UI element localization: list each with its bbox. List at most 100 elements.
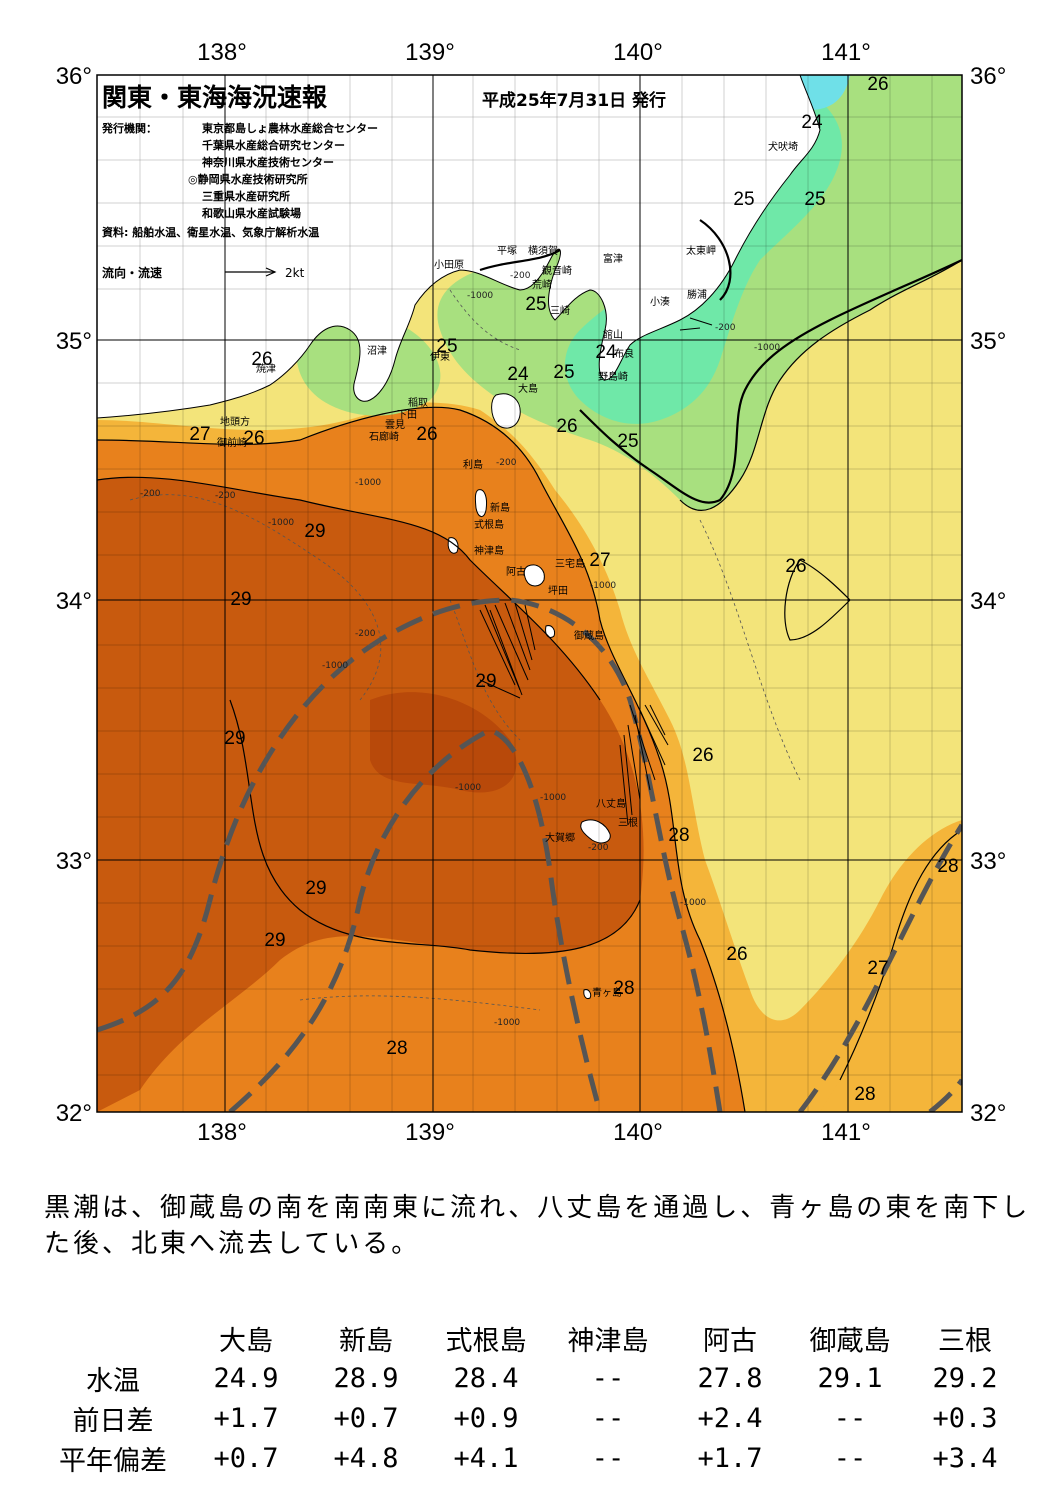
zone-29	[97, 477, 644, 1112]
map-grid	[97, 75, 962, 1112]
svg-text:三崎: 三崎	[550, 304, 570, 317]
svg-text:-1000: -1000	[322, 661, 348, 671]
svg-text:八丈島: 八丈島	[596, 797, 626, 810]
svg-text:石廊崎: 石廊崎	[369, 430, 399, 443]
current-legend-label: 流向・流速	[102, 265, 162, 280]
depth-labels: -200 -1000 -200 -1000 -200 -1000 -1000 -…	[140, 271, 780, 1028]
svg-text:-200: -200	[140, 489, 161, 499]
axis-labels: 138° 139° 140° 141° 138° 139° 140° 141° …	[56, 39, 1007, 1146]
table-cell: +0.7	[333, 1402, 399, 1434]
miyake-island	[523, 564, 545, 587]
svg-text:-200: -200	[355, 629, 376, 639]
station-name: 三根	[938, 1325, 992, 1357]
svg-text:阿古: 阿古	[506, 565, 526, 578]
svg-text:小湊: 小湊	[650, 295, 670, 308]
svg-text:25: 25	[525, 294, 546, 315]
lat-label-right: 32°	[970, 1100, 1006, 1127]
lat-label-right: 33°	[970, 848, 1006, 875]
zone-27-east	[820, 830, 962, 1112]
kuroshio-axis	[97, 597, 962, 1112]
row-label: 水温	[86, 1365, 140, 1397]
svg-text:28: 28	[937, 856, 958, 877]
svg-text:29: 29	[224, 728, 245, 749]
svg-text:青ヶ島: 青ヶ島	[592, 986, 622, 999]
svg-text:-1000: -1000	[494, 1018, 520, 1028]
station-name: 阿古	[703, 1325, 757, 1357]
svg-text:24: 24	[507, 364, 529, 385]
station-name: 新島	[339, 1325, 393, 1357]
svg-text:26: 26	[556, 416, 577, 437]
table-cell: --	[833, 1402, 867, 1434]
svg-text:26: 26	[251, 349, 272, 370]
svg-text:-200: -200	[588, 843, 609, 853]
table-row: 平年偏差 +0.7 +4.8 +4.1 -- +1.7 -- +3.4	[40, 1438, 1020, 1478]
lat-label-left: 32°	[56, 1100, 92, 1127]
kuroshio-summary: 黒潮は、御蔵島の南を南南東に流れ、八丈島を通過し、青ヶ島の東を南下した後、北東へ…	[44, 1193, 1031, 1259]
svg-text:25: 25	[436, 336, 457, 357]
oshima-island	[491, 393, 521, 429]
svg-text:館山: 館山	[603, 328, 623, 341]
svg-text:式根島: 式根島	[474, 518, 504, 531]
lon-label-bottom: 139°	[405, 1119, 455, 1146]
row-label: 前日差	[72, 1405, 154, 1437]
svg-text:28: 28	[613, 978, 634, 999]
table-cell: --	[833, 1442, 867, 1474]
svg-text:24: 24	[801, 112, 823, 133]
land-kanto	[97, 75, 821, 419]
station-header-row: 大島 新島 式根島 神津島 阿古 御蔵島 三根	[40, 1318, 1020, 1358]
svg-text:-1000: -1000	[355, 478, 381, 488]
table-cell: +0.3	[932, 1402, 998, 1434]
svg-text:-1000: -1000	[540, 793, 566, 803]
svg-text:横須賀: 横須賀	[528, 244, 558, 257]
place-labels: 犬吠埼 太東岬 勝浦 小湊 富津 館山 布良 野島崎 観音崎 横須賀 平塚 荒崎…	[217, 140, 798, 999]
map-header: 関東・東海海況速報 平成25年7月31日 発行 発行機関： 東京都島しょ農林水産…	[101, 83, 666, 280]
svg-text:神津島: 神津島	[474, 544, 504, 557]
svg-text:勝浦: 勝浦	[687, 288, 707, 301]
svg-text:稲取: 稲取	[408, 397, 428, 409]
svg-text:小田原: 小田原	[434, 259, 464, 271]
publisher: 三重県水産研究所	[202, 189, 290, 203]
svg-text:大島: 大島	[518, 382, 538, 395]
table-cell: +2.4	[697, 1402, 763, 1434]
zone-29-core	[370, 692, 517, 793]
svg-text:御蔵島: 御蔵島	[574, 629, 604, 642]
station-name: 大島	[219, 1325, 273, 1357]
svg-text:26: 26	[785, 556, 806, 577]
lon-label-top: 140°	[613, 39, 663, 66]
svg-text:-1000: -1000	[680, 898, 706, 908]
table-cell: --	[591, 1362, 625, 1394]
station-name: 式根島	[445, 1325, 527, 1357]
svg-text:三根: 三根	[618, 816, 638, 829]
lat-label-left: 33°	[56, 848, 92, 875]
hachijo-island	[580, 819, 611, 844]
table-row: 水温 24.9 28.9 28.4 -- 27.8 29.1 29.2	[40, 1358, 1020, 1398]
svg-text:-1000: -1000	[590, 581, 616, 591]
svg-text:29: 29	[264, 930, 285, 951]
publisher: 千葉県水産総合研究センター	[202, 138, 345, 152]
publisher: 神奈川県水産技術センター	[202, 155, 334, 169]
map-title: 関東・東海海況速報	[102, 83, 328, 112]
svg-text:-1000: -1000	[467, 291, 493, 301]
isotherm-label: 28	[854, 1084, 875, 1105]
svg-text:-1000: -1000	[754, 343, 780, 353]
svg-text:-200: -200	[715, 323, 736, 333]
sea-temperature-map: 138° 139° 140° 141° 138° 139° 140° 141° …	[56, 39, 1007, 1146]
map-frame	[96, 74, 963, 1113]
svg-text:-200: -200	[215, 491, 236, 501]
niijima-island	[474, 489, 487, 517]
svg-text:大賀郷: 大賀郷	[545, 831, 575, 844]
major-grid	[97, 75, 962, 1112]
lat-label-left: 36°	[56, 63, 92, 90]
row-label: 平年偏差	[59, 1445, 167, 1477]
svg-text:29: 29	[304, 521, 325, 542]
table-row: 前日差 +1.7 +0.7 +0.9 -- +2.4 -- +0.3	[40, 1398, 1020, 1438]
svg-text:-200: -200	[496, 458, 517, 468]
lon-label-bottom: 140°	[613, 1119, 663, 1146]
lat-label-right: 35°	[970, 328, 1006, 355]
svg-text:25: 25	[804, 189, 825, 210]
isotherm-labels: 26 24 25 25 25 24 25 25 24 26 27 26 26 2…	[189, 74, 958, 1059]
table-cell: +0.9	[453, 1402, 519, 1434]
table-cell: --	[591, 1442, 625, 1474]
svg-text:25: 25	[733, 189, 754, 210]
svg-text:野島崎: 野島崎	[598, 370, 628, 383]
